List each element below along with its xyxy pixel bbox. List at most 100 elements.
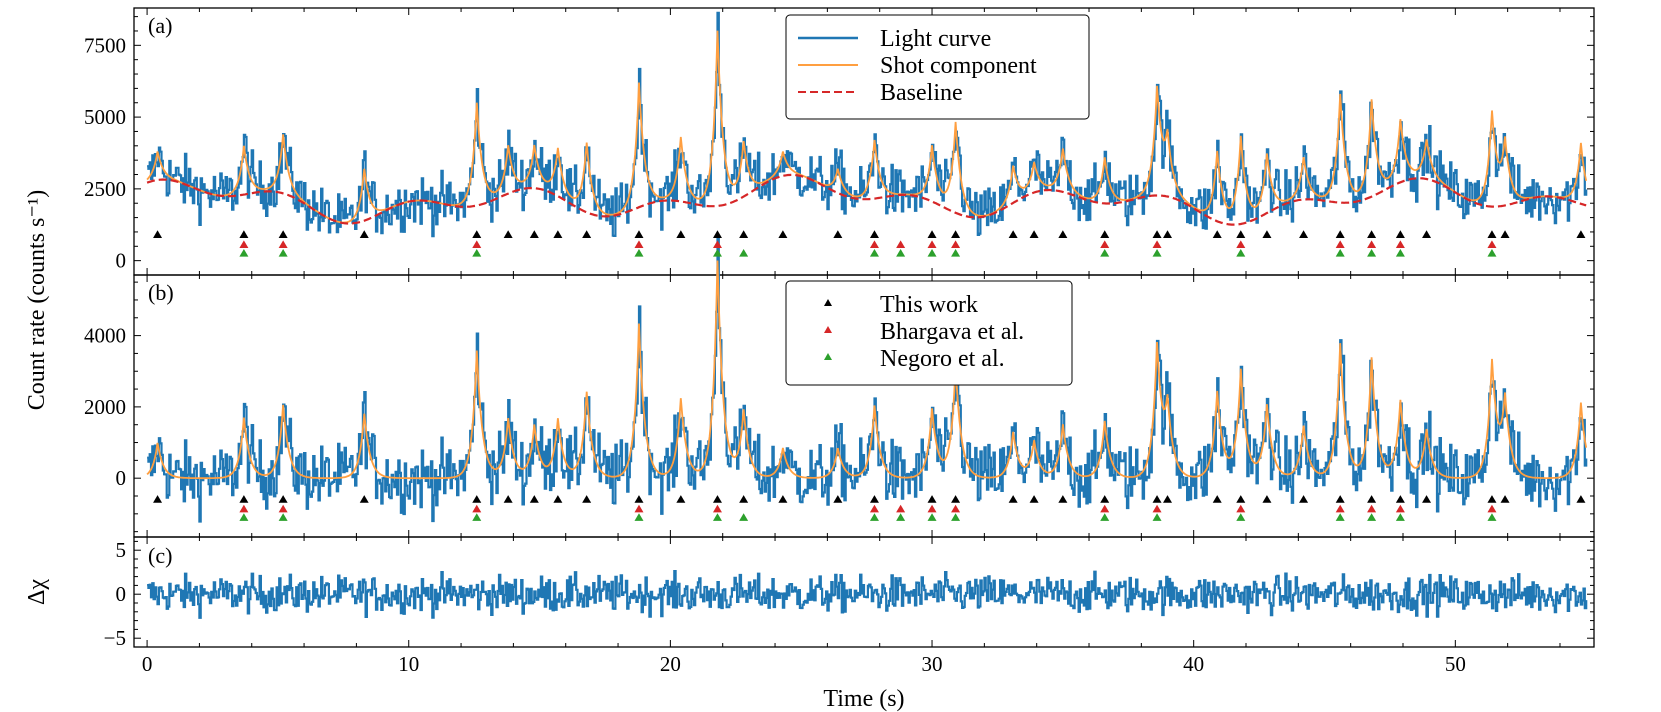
shot-marker-this-work — [239, 495, 249, 503]
residual-shot-series — [146, 260, 1588, 480]
shot-marker-this-work — [529, 495, 539, 503]
shot-marker-this-work — [553, 495, 563, 503]
panel-c-tag: (c) — [148, 543, 172, 568]
shot-marker-this-work — [153, 495, 163, 503]
x-tick-label: 20 — [660, 652, 681, 676]
panel-a-tag: (a) — [148, 13, 172, 38]
x-axis-label: Time (s) — [823, 686, 904, 712]
axis-ticks: 0 10 20 30 40 50 0 2500 5000 7500 0 2000 4000 −5 0 5 — [84, 8, 1594, 676]
shot-marker-this-work — [1058, 230, 1068, 238]
shot-marker-this-work — [869, 495, 879, 503]
shot-marker-negoro — [1335, 248, 1345, 257]
shot-marker-negoro — [239, 248, 249, 257]
shot-marker-this-work — [359, 230, 369, 238]
shot-marker-bhargava — [951, 504, 961, 513]
legend-negoro-marker — [824, 353, 832, 360]
shot-marker-bhargava — [1236, 240, 1246, 249]
shot-marker-bhargava — [278, 240, 288, 249]
shot-marker-bhargava — [634, 240, 644, 249]
shot-marker-negoro — [278, 248, 288, 257]
shot-marker-negoro — [1152, 513, 1162, 521]
shot-marker-this-work — [1212, 495, 1222, 503]
shot-marker-this-work — [739, 495, 749, 503]
shot-marker-this-work — [1236, 495, 1246, 503]
shot-marker-this-work — [739, 230, 749, 238]
x-tick-label: 10 — [398, 652, 419, 676]
legend-light-curve-label: Light curve — [880, 26, 991, 52]
shot-marker-negoro — [1152, 248, 1162, 257]
shot-marker-bhargava — [239, 240, 249, 249]
shot-marker-this-work — [1152, 230, 1162, 238]
shot-marker-this-work — [676, 230, 686, 238]
shot-marker-negoro — [927, 513, 937, 521]
y-tick-label: 4000 — [84, 324, 126, 348]
shot-marker-negoro — [896, 513, 906, 521]
shot-marker-this-work — [927, 230, 937, 238]
shot-marker-bhargava — [239, 504, 249, 513]
shot-marker-this-work — [634, 495, 644, 503]
shot-marker-this-work — [712, 495, 722, 503]
shot-marker-this-work — [1008, 230, 1018, 238]
shot-marker-bhargava — [1487, 240, 1497, 249]
shot-marker-bhargava — [1367, 240, 1377, 249]
shot-marker-negoro — [1487, 248, 1497, 257]
shot-marker-bhargava — [951, 240, 961, 249]
shot-marker-negoro — [896, 248, 906, 257]
x-tick-label: 0 — [142, 652, 153, 676]
shot-marker-negoro — [1100, 513, 1110, 521]
shot-marker-this-work — [529, 230, 539, 238]
y-tick-label: 0 — [116, 466, 127, 490]
legend-panel-a: Light curve Shot component Baseline — [785, 14, 1090, 120]
x-tick-label: 50 — [1445, 652, 1466, 676]
shot-marker-this-work — [778, 495, 788, 503]
shot-marker-negoro — [1236, 248, 1246, 257]
shot-markers — [153, 230, 1586, 521]
shot-marker-this-work — [927, 495, 937, 503]
shot-marker-this-work — [1299, 495, 1309, 503]
y-tick-label: 2500 — [84, 177, 126, 201]
shot-marker-bhargava — [712, 240, 722, 249]
shot-marker-bhargava — [869, 240, 879, 249]
shot-marker-negoro — [869, 248, 879, 257]
shot-marker-negoro — [278, 513, 288, 521]
shot-marker-this-work — [278, 495, 288, 503]
legend-this-work-label: This work — [880, 292, 978, 318]
shot-marker-negoro — [472, 248, 482, 257]
y-tick-label: 2000 — [84, 395, 126, 419]
shot-marker-bhargava — [927, 240, 937, 249]
x-tick-label: 40 — [1183, 652, 1204, 676]
shot-marker-this-work — [1422, 230, 1432, 238]
shot-marker-negoro — [927, 248, 937, 257]
legend-bhargava-label: Bhargava et al. — [880, 319, 1024, 345]
shot-marker-negoro — [1236, 513, 1246, 521]
shot-marker-this-work — [1500, 495, 1510, 503]
shot-marker-bhargava — [1367, 504, 1377, 513]
shot-marker-this-work — [1262, 230, 1272, 238]
y-tick-label: 0 — [116, 249, 127, 273]
shot-marker-bhargava — [634, 504, 644, 513]
panel-c-data — [147, 570, 1588, 619]
legend-bhargava-marker — [824, 326, 832, 333]
shot-marker-bhargava — [1395, 504, 1405, 513]
shot-marker-this-work — [1212, 230, 1222, 238]
y-tick-label: 7500 — [84, 33, 126, 57]
shot-marker-this-work — [1100, 230, 1110, 238]
shot-marker-this-work — [472, 230, 482, 238]
shot-marker-this-work — [503, 230, 513, 238]
shot-marker-negoro — [1367, 248, 1377, 257]
shot-marker-bhargava — [896, 240, 906, 249]
legend-shot-component-label: Shot component — [880, 53, 1037, 79]
baseline-series — [146, 173, 1587, 226]
shot-marker-negoro — [869, 513, 879, 521]
shot-marker-this-work — [1500, 230, 1510, 238]
shot-marker-negoro — [712, 513, 722, 521]
shot-marker-this-work — [1299, 230, 1309, 238]
x-tick-label: 30 — [922, 652, 943, 676]
shot-marker-this-work — [1335, 230, 1345, 238]
y-tick-label: 5000 — [84, 105, 126, 129]
shot-marker-this-work — [1163, 495, 1173, 503]
shot-marker-this-work — [712, 230, 722, 238]
shot-marker-negoro — [1395, 513, 1405, 521]
y-tick-label: 0 — [116, 582, 127, 606]
